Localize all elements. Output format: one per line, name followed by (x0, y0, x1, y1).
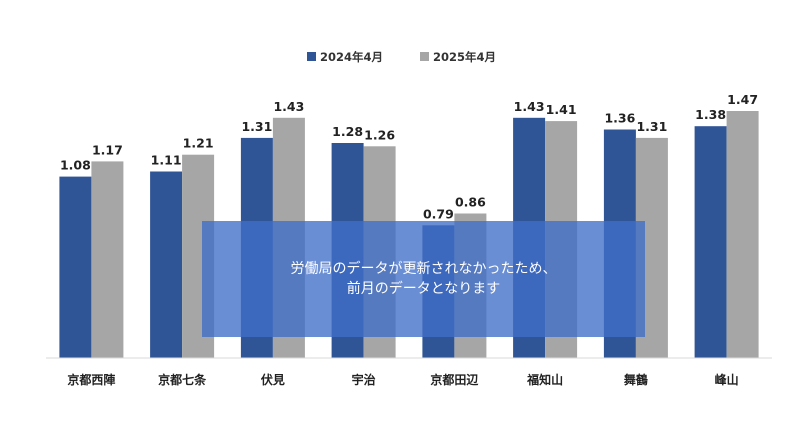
category-label-7: 舞鶴 (623, 372, 648, 387)
bar-1-1 (59, 176, 92, 358)
notice-line-1: 労働局のデータが更新されなかったため、 (290, 261, 557, 277)
category-label-4: 宇治 (352, 372, 376, 387)
legend-swatch-2 (420, 52, 429, 61)
value-label-1-2: 1.11 (151, 153, 182, 168)
category-labels: 京都西陣 京都七条 伏見 宇治 京都田辺 福知山 舞鶴 峰山 (67, 372, 738, 387)
legend-label-2: 2025年4月 (433, 50, 496, 64)
category-label-3: 伏見 (261, 372, 285, 387)
value-label-1-5: 0.79 (423, 206, 454, 221)
value-label-2-8: 1.47 (727, 92, 758, 107)
category-label-1: 京都西陣 (67, 372, 115, 387)
value-label-2-6: 1.41 (546, 102, 577, 117)
bar-1-8 (694, 126, 727, 358)
bar-1-2 (150, 171, 183, 358)
value-label-1-7: 1.36 (604, 111, 635, 126)
value-label-1-4: 1.28 (332, 124, 363, 139)
value-labels: 1.081.171.111.211.311.431.28 1.260.790.86… (60, 92, 758, 221)
value-label-2-1: 1.17 (92, 142, 123, 157)
value-label-2-7: 1.31 (636, 119, 667, 134)
category-label-8: 峰山 (715, 372, 739, 387)
legend-label-1: 2024年4月 (320, 50, 383, 64)
value-label-2-2: 1.21 (183, 136, 214, 151)
category-label-6: 福知山 (526, 372, 563, 387)
value-label-2-4: 1.26 (364, 127, 395, 142)
value-label-1-1: 1.08 (60, 158, 91, 173)
value-label-1-3: 1.31 (241, 119, 272, 134)
value-label-2-5: 0.86 (455, 195, 486, 210)
value-label-1-8: 1.38 (695, 107, 726, 122)
category-label-2: 京都七条 (158, 372, 207, 387)
value-label-2-3: 1.43 (273, 99, 304, 114)
notice-line-2: 前月のデータとなります (346, 281, 501, 297)
category-label-5: 京都田辺 (430, 372, 478, 387)
bar-2-8 (726, 111, 759, 358)
bar-2-1 (91, 161, 124, 358)
value-label-1-6: 1.43 (514, 99, 545, 114)
legend: 2024年4月 2025年4月 (307, 50, 496, 64)
data-notice-overlay: 労働局のデータが更新されなかったため、 前月のデータとなります (202, 221, 645, 337)
legend-swatch-1 (307, 52, 316, 61)
